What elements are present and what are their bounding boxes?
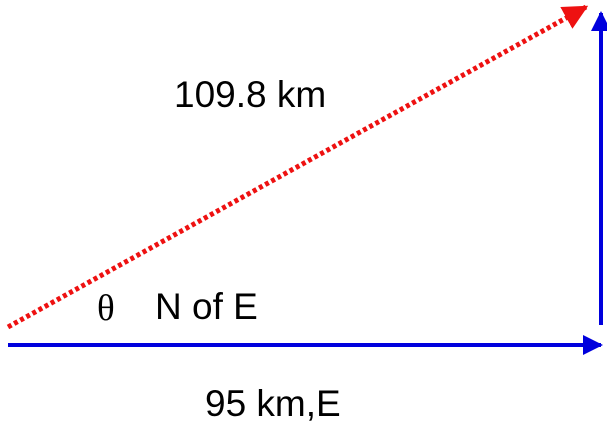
angle-direction-label: N of E <box>155 286 258 327</box>
angle-theta-symbol: θ <box>97 288 115 329</box>
east-leg-label: 95 km,E <box>205 383 341 424</box>
resultant-vector-arrow <box>6 4 589 330</box>
resultant-label: 109.8 km <box>174 74 326 115</box>
